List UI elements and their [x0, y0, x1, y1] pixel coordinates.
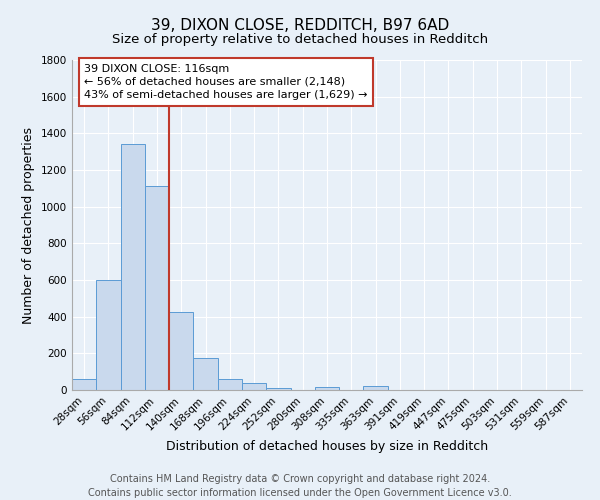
- Bar: [145, 186, 169, 390]
- Bar: [193, 358, 218, 390]
- Y-axis label: Number of detached properties: Number of detached properties: [22, 126, 35, 324]
- Text: 39 DIXON CLOSE: 116sqm
← 56% of detached houses are smaller (2,148)
43% of semi-: 39 DIXON CLOSE: 116sqm ← 56% of detached…: [84, 64, 368, 100]
- Bar: [169, 312, 193, 390]
- Bar: [266, 388, 290, 390]
- Bar: [242, 383, 266, 390]
- Bar: [364, 386, 388, 390]
- Bar: [315, 386, 339, 390]
- X-axis label: Distribution of detached houses by size in Redditch: Distribution of detached houses by size …: [166, 440, 488, 453]
- Text: Size of property relative to detached houses in Redditch: Size of property relative to detached ho…: [112, 32, 488, 46]
- Bar: [72, 380, 96, 390]
- Bar: [218, 379, 242, 390]
- Text: Contains HM Land Registry data © Crown copyright and database right 2024.
Contai: Contains HM Land Registry data © Crown c…: [88, 474, 512, 498]
- Bar: [121, 144, 145, 390]
- Bar: [96, 280, 121, 390]
- Text: 39, DIXON CLOSE, REDDITCH, B97 6AD: 39, DIXON CLOSE, REDDITCH, B97 6AD: [151, 18, 449, 32]
